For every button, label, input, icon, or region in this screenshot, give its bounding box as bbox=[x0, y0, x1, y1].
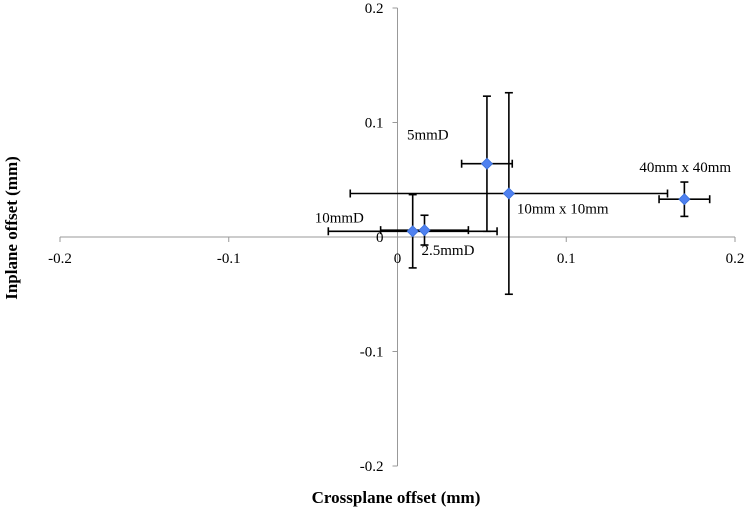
point-label: 2.5mmD bbox=[422, 243, 475, 259]
data-point-marker bbox=[678, 193, 691, 206]
point-label: 40mm x 40mm bbox=[639, 160, 731, 176]
y-tick-label: -0.2 bbox=[360, 459, 384, 475]
x-tick-label: -0.1 bbox=[217, 251, 241, 267]
data-point-marker bbox=[418, 224, 431, 237]
data-point-marker bbox=[502, 187, 515, 200]
point-label: 10mmD bbox=[315, 210, 364, 226]
point-label: 10mm x 10mm bbox=[517, 201, 609, 217]
error-bars bbox=[327, 91, 711, 296]
data-point-marker bbox=[480, 157, 494, 170]
y-tick-label: 0 bbox=[376, 230, 384, 246]
x-axis-title: Crossplane offset (mm) bbox=[312, 488, 481, 507]
y-tick-label: 0.2 bbox=[365, 1, 384, 17]
x-tick-label: 0.2 bbox=[726, 251, 745, 267]
y-tick-label: -0.1 bbox=[360, 345, 384, 361]
ticks: -0.2 -0.1 0 0.1 0.2 -0.2 -0.1 0 0.1 0.2 bbox=[48, 1, 744, 475]
x-tick-label: 0.1 bbox=[557, 251, 576, 267]
data-markers bbox=[406, 157, 691, 238]
x-tick-label: -0.2 bbox=[48, 251, 72, 267]
data-point-marker bbox=[406, 225, 419, 238]
y-axis-title: Inplane offset (mm) bbox=[2, 156, 21, 300]
point-labels: 5mmD 10mm x 10mm 40mm x 40mm 10mmD 2.5mmD bbox=[315, 128, 732, 259]
point-label: 5mmD bbox=[407, 128, 449, 144]
y-tick-label: 0.1 bbox=[365, 116, 384, 132]
x-tick-label: 0 bbox=[394, 251, 402, 267]
